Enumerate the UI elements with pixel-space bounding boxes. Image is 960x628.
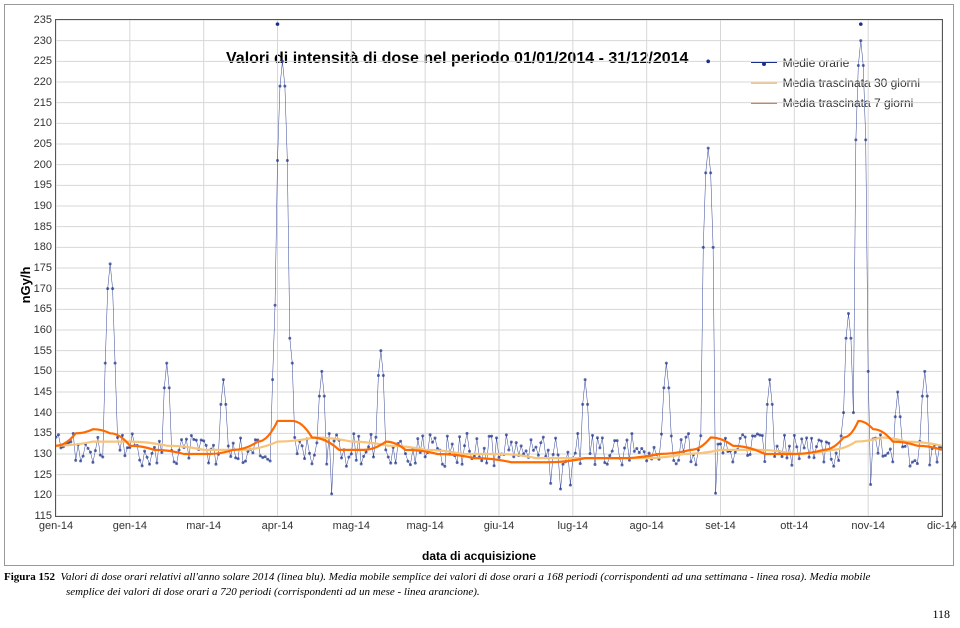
xtick-label: ago-14 (630, 520, 664, 532)
xtick-label: dic-14 (927, 520, 957, 532)
ytick-label: 180 (34, 241, 52, 253)
ytick-label: 165 (34, 303, 52, 315)
xtick-label: set-14 (705, 520, 736, 532)
xtick-label: mar-14 (186, 520, 221, 532)
ytick-label: 125 (34, 469, 52, 481)
figure-label: Figura 152 (4, 571, 55, 583)
xtick-label: mag-14 (407, 520, 444, 532)
caption-line-2: semplice dei valori di dose orari a 720 … (66, 585, 480, 600)
xtick-label: giu-14 (484, 520, 515, 532)
figure-caption: Figura 152 Valori di dose orari relativi… (4, 570, 904, 600)
ytick-label: 195 (34, 179, 52, 191)
ytick-label: 220 (34, 76, 52, 88)
xtick-label: apr-14 (262, 520, 294, 532)
xtick-label: gen-14 (113, 520, 147, 532)
ytick-label: 185 (34, 221, 52, 233)
plot-area: Valori di intensità di dose nel periodo … (55, 19, 943, 517)
ytick-label: 235 (34, 14, 52, 26)
ytick-label: 140 (34, 407, 52, 419)
ytick-label: 230 (34, 35, 52, 47)
xtick-label: gen-14 (39, 520, 73, 532)
ytick-label: 190 (34, 200, 52, 212)
xtick-label: lug-14 (558, 520, 589, 532)
ytick-label: 225 (34, 55, 52, 67)
ytick-label: 175 (34, 262, 52, 274)
ytick-label: 135 (34, 427, 52, 439)
caption-line-1: Valori di dose orari relativi all'anno s… (61, 571, 871, 583)
page-root: nGy/h data di acquisizione Valori di int… (0, 0, 960, 628)
ytick-label: 145 (34, 386, 52, 398)
ytick-label: 130 (34, 448, 52, 460)
ytick-label: 200 (34, 159, 52, 171)
ytick-label: 170 (34, 283, 52, 295)
ytick-label: 155 (34, 345, 52, 357)
xtick-label: mag-14 (333, 520, 370, 532)
y-axis-label: nGy/h (18, 267, 33, 304)
ytick-label: 210 (34, 117, 52, 129)
ytick-label: 120 (34, 489, 52, 501)
ytick-label: 150 (34, 365, 52, 377)
page-number: 118 (932, 607, 950, 622)
ytick-label: 215 (34, 97, 52, 109)
ytick-label: 160 (34, 324, 52, 336)
plot-svg (56, 20, 942, 516)
ytick-label: 205 (34, 138, 52, 150)
x-axis-label: data di acquisizione (5, 549, 953, 563)
chart-frame: nGy/h data di acquisizione Valori di int… (4, 4, 954, 566)
xtick-label: ott-14 (780, 520, 808, 532)
xtick-label: nov-14 (851, 520, 885, 532)
